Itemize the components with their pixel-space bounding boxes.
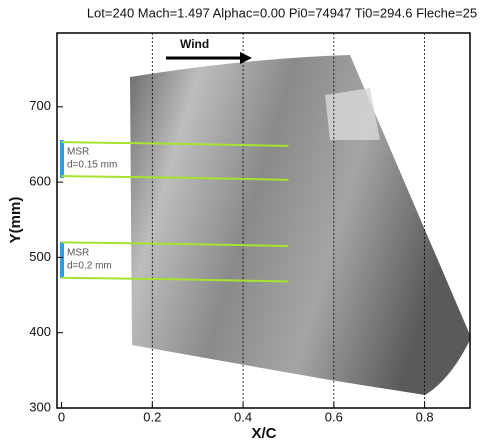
annotation: d=0.15 mm [67,160,117,171]
x-tick-label: 0 [58,409,65,424]
x-tick-label: 0.6 [325,409,343,424]
y-tick-label: 500 [29,249,51,264]
series-line [61,241,289,248]
series-line [61,175,289,181]
msr-strip [60,242,64,278]
x-axis-label: X/C [251,425,276,442]
y-axis-label: Y(mm) [7,197,24,244]
y-tick-label: 300 [29,399,51,414]
blade-image [130,55,470,395]
annotation: MSR [67,147,89,158]
wind-arrow-head [240,52,252,64]
chart-title: Lot=240 Mach=1.497 Alphac=0.00 Pi0=74947… [87,5,477,20]
series-line [61,276,289,283]
annotation: MSR [67,248,89,259]
plot-frame [56,32,471,409]
series-line [61,141,289,147]
y-tick-label: 700 [29,98,51,113]
blade-patch [325,88,380,140]
x-tick-label: 0.8 [416,409,434,424]
x-tick-label: 0.2 [143,409,161,424]
y-tick-label: 400 [29,324,51,339]
annotation: Wind [180,37,209,51]
x-tick-label: 0.4 [234,409,252,424]
annotation: d=0.2 mm [67,261,112,272]
msr-strip [60,140,64,178]
y-tick-label: 600 [29,174,51,189]
